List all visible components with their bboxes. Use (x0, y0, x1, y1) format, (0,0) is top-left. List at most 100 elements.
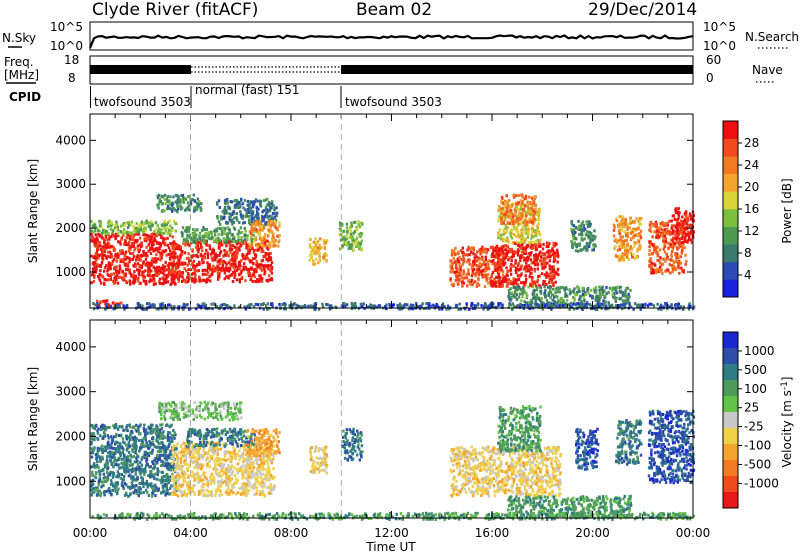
scatter-cell (151, 257, 154, 261)
scatter-cell (231, 254, 235, 258)
scatter-cell (571, 230, 574, 234)
scatter-cell (594, 235, 597, 239)
scatter-cell (629, 288, 632, 292)
scatter-cell (673, 217, 676, 221)
scatter-cell (169, 242, 172, 246)
scatter-cell (536, 256, 539, 260)
scatter-cell (192, 193, 195, 197)
scatter-cell (553, 256, 557, 260)
scatter-cell (688, 212, 692, 216)
scatter-cell (588, 245, 591, 248)
scatter-cell (501, 258, 504, 262)
scatter-cell (167, 271, 171, 275)
scatter-cell (111, 301, 115, 305)
scatter-cell (342, 229, 345, 233)
scatter-cell (357, 243, 360, 246)
scatter-cell (355, 236, 359, 240)
scatter-cell (162, 239, 165, 243)
scatter-cell (525, 264, 528, 268)
scatter-cell (124, 274, 127, 278)
scatter-cell (250, 212, 253, 216)
scatter-cell (157, 257, 160, 261)
scatter-cell (128, 240, 131, 244)
scatter-cell (173, 280, 176, 284)
scatter-cell (622, 256, 625, 260)
scatter-cell (233, 254, 236, 258)
scatter-cell (549, 254, 552, 258)
scatter-cell (533, 254, 536, 257)
scatter-cell (504, 212, 507, 216)
scatter-cell (193, 272, 197, 276)
scatter-cell (660, 307, 663, 311)
scatter-cell (166, 226, 169, 230)
scatter-cell (267, 201, 271, 205)
scatter-cell (526, 266, 529, 270)
scatter-cell (167, 231, 170, 235)
scatter-cell (166, 274, 170, 278)
scatter-cell (583, 299, 586, 302)
scatter-cell (348, 236, 351, 240)
scatter-cell (512, 254, 515, 258)
scatter-cell (166, 243, 169, 247)
scatter-cell (140, 241, 143, 245)
scatter-cell (490, 273, 494, 277)
scatter-cell (161, 302, 164, 305)
scatter-cell (518, 286, 521, 290)
scatter-cell (546, 250, 549, 254)
scatter-cell (503, 237, 506, 241)
scatter-cell (604, 300, 607, 304)
scatter-cell (314, 237, 317, 241)
scatter-cell (184, 240, 187, 244)
scatter-cell (624, 239, 627, 243)
scatter-cell (186, 280, 190, 284)
scatter-cell (164, 280, 168, 284)
scatter-cell (518, 305, 521, 308)
scatter-cell (272, 244, 275, 248)
scatter-cell (156, 231, 159, 235)
scatter-cell (247, 214, 251, 218)
scatter-cell (181, 226, 185, 230)
scatter-cell (473, 253, 477, 257)
scatter-cell (233, 270, 237, 274)
scatter-cell (314, 252, 317, 256)
scatter-cell (254, 279, 257, 283)
scatter-cell (408, 305, 412, 309)
scatter-cell (248, 271, 252, 275)
scatter-cell (152, 260, 156, 264)
scatter-cell (199, 245, 202, 249)
scatter-cell (134, 258, 138, 262)
scatter-cell (459, 268, 462, 272)
scatter-cell (105, 278, 108, 282)
scatter-cell (580, 238, 584, 242)
scatter-cell (241, 217, 244, 221)
scatter-cell (257, 263, 260, 267)
scatter-cell (516, 288, 519, 292)
scatter-cell (299, 305, 302, 309)
scatter-cell (534, 243, 538, 247)
scatter-cell (152, 249, 155, 253)
scatter-cell (506, 236, 509, 240)
scatter-cell (574, 231, 577, 234)
scatter-cell (226, 268, 229, 272)
scatter-cell (172, 256, 175, 260)
scatter-cell (153, 279, 156, 283)
scatter-cell (233, 245, 237, 249)
scatter-cell (486, 277, 489, 281)
scatter-cell (145, 264, 148, 267)
scatter-cell (206, 251, 210, 255)
scatter-cell (163, 237, 167, 241)
scatter-cell (471, 271, 474, 275)
scatter-cell (522, 221, 525, 225)
scatter-cell (142, 222, 145, 226)
scatter-cell (466, 284, 469, 288)
scatter-cell (519, 217, 523, 221)
scatter-cell (171, 209, 174, 213)
scatter-cell (517, 194, 520, 197)
scatter-cell (136, 277, 139, 281)
scatter-cell (521, 243, 524, 247)
scatter-cell (100, 232, 104, 236)
scatter-cell (520, 281, 523, 285)
scatter-cell (534, 218, 538, 222)
scatter-cell (511, 252, 515, 256)
scatter-cell (590, 294, 593, 298)
